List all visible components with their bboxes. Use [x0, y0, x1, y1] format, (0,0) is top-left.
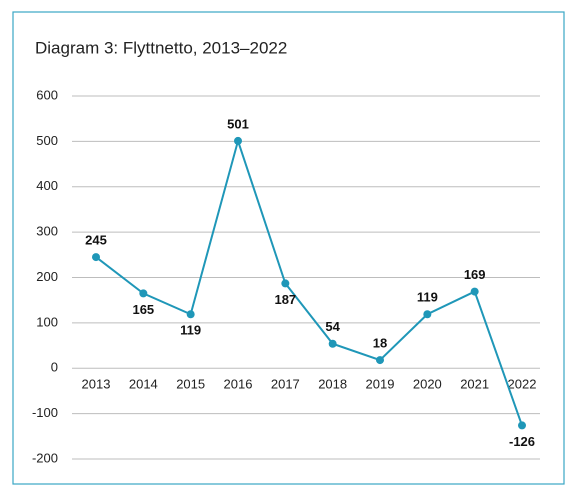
value-label: 169: [464, 267, 486, 282]
frame: [12, 11, 565, 485]
value-label: 501: [227, 116, 249, 131]
y-tick-label: 500: [36, 133, 58, 148]
point: [518, 421, 526, 430]
value-label: 18: [373, 336, 387, 351]
value-label: 245: [85, 233, 107, 248]
point: [281, 279, 290, 288]
line: [95, 137, 523, 426]
point: [470, 287, 479, 296]
x-tick-label: 2013: [82, 377, 111, 392]
y-tick-label: 400: [36, 178, 58, 193]
x-tick-label: 2016: [224, 377, 253, 392]
x-tick-label: 2017: [271, 377, 300, 392]
value-label: 187: [274, 292, 296, 307]
point: [139, 289, 148, 298]
value-label: 119: [180, 323, 201, 338]
x-tick-label: 2014: [129, 377, 158, 392]
y-tick-label: 100: [36, 314, 58, 329]
point: [423, 310, 432, 319]
x-tick-label: 2018: [318, 377, 347, 392]
chart-title: Diagram 3: Flyttnetto, 2013–2022: [35, 38, 287, 57]
value-label: 165: [132, 302, 154, 317]
x-tick-label: 2020: [413, 377, 442, 392]
x-tick-label: 2021: [460, 377, 489, 392]
y-tick-label: -200: [32, 450, 58, 465]
point: [234, 136, 242, 145]
x-tick-label: 2015: [176, 377, 205, 392]
value-label: -126: [509, 434, 535, 449]
point: [376, 356, 384, 365]
y-tick-label: 200: [36, 269, 58, 284]
y-tick-label: 300: [36, 224, 58, 239]
point: [186, 310, 195, 319]
value-label: 119: [417, 290, 438, 305]
point: [328, 339, 337, 348]
value-label: 54: [325, 319, 340, 334]
y-tick-label: 600: [36, 87, 58, 102]
x-tick-label: 2022: [508, 377, 537, 392]
point: [92, 253, 100, 262]
y-tick-label: -100: [32, 405, 58, 420]
x-tick-label: 2019: [366, 377, 395, 392]
y-tick-label: 0: [51, 360, 58, 375]
